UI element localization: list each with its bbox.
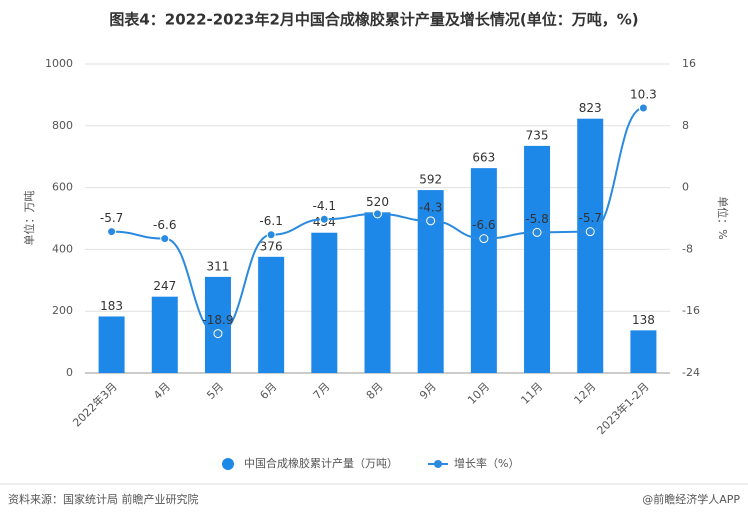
- line-value-label: 10.3: [630, 88, 657, 102]
- bar: [311, 232, 338, 373]
- line-point: [373, 209, 382, 219]
- y2-tick-label: 0: [682, 181, 689, 194]
- bar: [364, 212, 391, 373]
- bar-value-label: 520: [366, 195, 389, 209]
- y-tick-label: 600: [52, 181, 73, 194]
- line-point: [319, 214, 329, 224]
- line-point: [426, 216, 436, 226]
- x-tick-label: 6月: [257, 380, 279, 402]
- line-point: [532, 227, 542, 237]
- bar: [98, 316, 125, 373]
- line-point: [479, 234, 489, 244]
- line-point: [160, 234, 170, 244]
- line-point: [107, 227, 117, 237]
- y-tick-label: 200: [52, 304, 73, 317]
- x-tick-label: 2022年3月: [70, 379, 120, 429]
- line-value-label: -4.3: [419, 200, 442, 214]
- bar: [630, 330, 657, 373]
- x-tick-label: 2023年1-2月: [594, 379, 652, 437]
- legend-marker: [434, 460, 442, 468]
- line-value-label: -5.7: [100, 211, 123, 225]
- legend-label: 增长率（%）: [454, 456, 519, 470]
- x-tick-label: 8月: [364, 380, 386, 402]
- line-value-label: -4.1: [313, 199, 336, 213]
- bar-value-label: 663: [472, 151, 495, 165]
- x-tick-label: 7月: [311, 380, 333, 402]
- y-axis-label: 单位：万吨: [22, 191, 36, 246]
- bar-value-label: 183: [100, 299, 123, 313]
- x-tick-label: 5月: [204, 380, 226, 402]
- bar: [524, 145, 551, 373]
- y2-tick-label: -8: [682, 242, 693, 255]
- bar-value-label: 138: [632, 313, 655, 327]
- legend-label: 中国合成橡胶累计产量（万吨）: [244, 456, 398, 470]
- bar: [258, 256, 285, 373]
- line-point: [585, 227, 595, 237]
- line-point: [266, 230, 276, 240]
- y2-tick-label: 8: [682, 119, 689, 132]
- line-value-label: -5.7: [579, 211, 602, 225]
- line-value-label: -6.6: [472, 218, 495, 232]
- chart-title: 图表4：2022-2023年2月中国合成橡胶累计产量及增长情况(单位：万吨，%): [109, 11, 638, 29]
- x-tick-label: 12月: [572, 380, 599, 407]
- line-value-label: -6.6: [153, 218, 176, 232]
- line-value-label: -18.9: [202, 313, 233, 327]
- y2-axis-label: 单位：%: [716, 196, 730, 239]
- bar-value-label: 376: [260, 239, 283, 253]
- y-tick-label: 800: [52, 119, 73, 132]
- legend-marker: [222, 458, 234, 470]
- line-point: [638, 103, 648, 113]
- bar-value-label: 592: [419, 173, 442, 187]
- bar-value-label: 823: [579, 101, 602, 115]
- y-tick-label: 400: [52, 242, 73, 255]
- bar: [151, 296, 178, 373]
- line-value-label: -5.8: [525, 212, 548, 226]
- credit: @前瞻经济学人APP: [642, 492, 740, 506]
- line: [111, 107, 644, 335]
- x-tick-label: 9月: [417, 380, 439, 402]
- line-point: [213, 329, 223, 339]
- bar: [577, 118, 604, 374]
- bar: [204, 276, 231, 373]
- bar: [470, 168, 497, 373]
- source: 资料来源：国家统计局 前瞻产业研究院: [8, 492, 199, 506]
- y-tick-label: 0: [66, 366, 73, 379]
- y-tick-label: 1000: [45, 57, 73, 70]
- bar-value-label: 311: [207, 259, 230, 273]
- x-tick-label: 10月: [465, 380, 492, 407]
- y2-tick-label: 16: [682, 57, 696, 70]
- y2-tick-label: -24: [682, 366, 700, 379]
- y2-tick-label: -16: [682, 304, 700, 317]
- bar-value-label: 735: [526, 128, 549, 142]
- line-value-label: -6.1: [259, 214, 282, 228]
- x-tick-label: 4月: [151, 380, 173, 402]
- x-tick-label: 11月: [518, 380, 545, 407]
- bar-value-label: 247: [153, 279, 176, 293]
